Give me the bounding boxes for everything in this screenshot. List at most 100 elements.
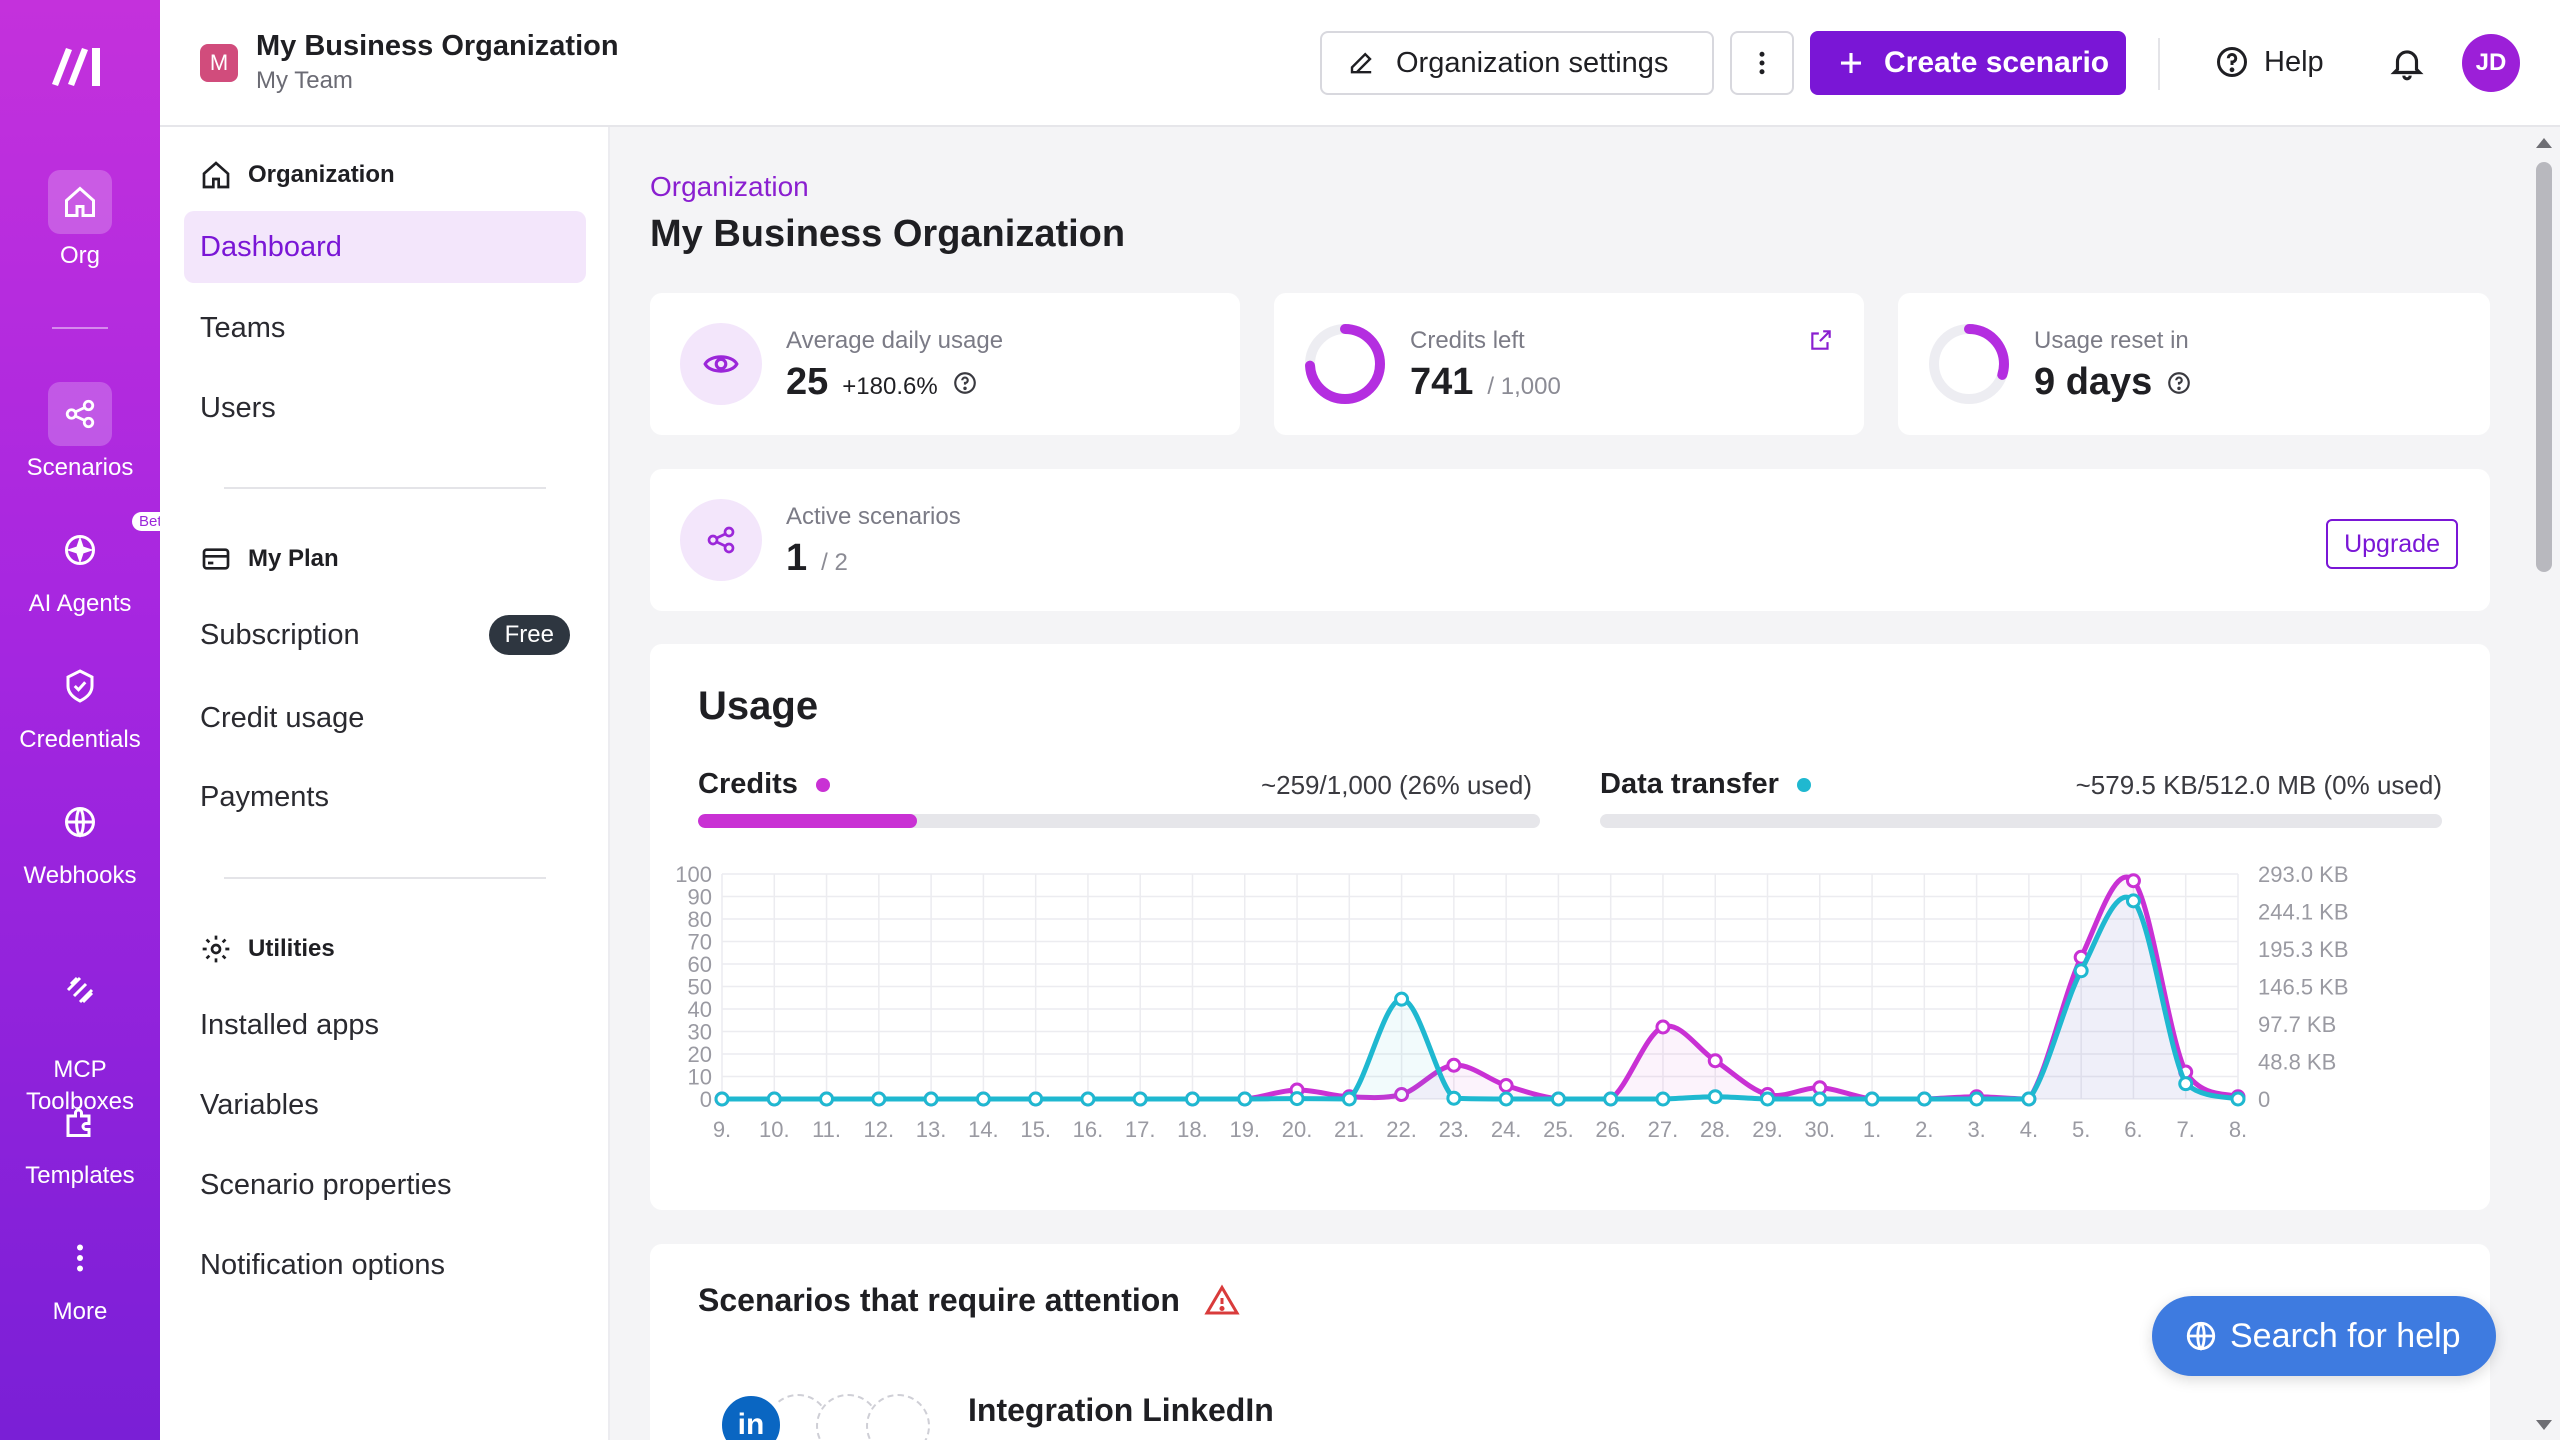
data-transfer-data-point [2021, 1091, 2037, 1107]
share-icon [48, 382, 112, 446]
section-title: My Plan [248, 545, 339, 572]
data-transfer-data-point [2125, 893, 2141, 909]
rail-item-scenarios[interactable]: Scenarios [0, 382, 160, 482]
organization-settings-button[interactable]: Organization settings [1320, 31, 1714, 95]
sparkle-icon: Beta [48, 512, 177, 582]
scrollbar-thumb[interactable] [2536, 162, 2552, 572]
left-axis-tick-label: 70 [688, 930, 712, 955]
scroll-down-arrow[interactable] [2536, 1420, 2552, 1430]
help-button[interactable]: Help [2214, 44, 2324, 80]
data-transfer-series-area [722, 897, 2238, 1099]
credits-data-point [2125, 873, 2141, 889]
data-transfer-data-point [1237, 1091, 1253, 1107]
left-axis-tick-label: 20 [688, 1042, 712, 1067]
x-axis-tick-label: 28. [1700, 1117, 1731, 1142]
left-axis-tick-label: 50 [688, 975, 712, 1000]
sidebar-item-teams[interactable]: Teams [200, 311, 286, 344]
mcp-icon [48, 958, 112, 1022]
left-axis-tick-label: 0 [700, 1087, 712, 1112]
x-axis-tick-label: 19. [1229, 1117, 1260, 1142]
notifications-button[interactable] [2388, 44, 2426, 87]
sidebar-item-installed-apps[interactable]: Installed apps [200, 1008, 379, 1041]
x-axis-tick-label: 9. [713, 1117, 731, 1142]
rail-label: Templates [25, 1162, 135, 1189]
data-transfer-data-point [1080, 1091, 1096, 1107]
sidebar-item-variables[interactable]: Variables [200, 1088, 319, 1121]
upgrade-button[interactable]: Upgrade [2326, 519, 2458, 569]
credits-ring [1305, 324, 1385, 404]
sidebar-item-dashboard[interactable]: Dashboard [184, 211, 586, 283]
credits-left-value: 741 [1410, 361, 1474, 403]
rail-item-ai-agents[interactable]: Beta AI Agents [0, 512, 177, 618]
main-rail: Org Scenarios Beta AI Agents Credentials… [0, 0, 177, 1440]
org-name[interactable]: My Business Organization [256, 30, 619, 62]
data-transfer-data-point [1028, 1091, 1044, 1107]
org-avatar[interactable]: M [200, 44, 238, 82]
rail-item-templates[interactable]: Templates [0, 1090, 160, 1190]
data-transfer-data-point [2073, 963, 2089, 979]
sidebar-item-credit-usage[interactable]: Credit usage [200, 701, 365, 734]
placeholder-module [866, 1394, 930, 1440]
breadcrumb[interactable]: Organization [650, 171, 809, 202]
rail-label: Org [59, 242, 100, 269]
home-icon [202, 161, 230, 189]
avg-usage-change: +180.6% [842, 373, 938, 400]
right-axis-tick-label: 146.5 KB [2258, 975, 2349, 1000]
active-scenarios-card: Active scenarios 1 / 2 Upgrade [650, 469, 2490, 611]
help-circle-icon [2217, 47, 2247, 77]
average-daily-usage-card: Average daily usage 25 +180.6% [650, 293, 1240, 435]
sidebar-item-scenario-properties[interactable]: Scenario properties [200, 1168, 452, 1201]
sidebar-divider [224, 487, 546, 489]
eye-icon [680, 323, 762, 405]
sidebar-item-payments[interactable]: Payments [200, 780, 329, 813]
data-transfer-data-point [1707, 1089, 1723, 1105]
rail-item-more[interactable]: More [0, 1226, 160, 1326]
x-axis-tick-label: 16. [1073, 1117, 1104, 1142]
share-icon [680, 499, 762, 581]
team-name[interactable]: My Team [256, 67, 353, 94]
data-transfer-data-point [1655, 1091, 1671, 1107]
rail-divider [52, 327, 108, 329]
create-scenario-button[interactable]: Create scenario [1810, 31, 2126, 95]
x-axis-tick-label: 18. [1177, 1117, 1208, 1142]
search-help-label: Search for help [2230, 1316, 2461, 1355]
data-transfer-data-point [1341, 1091, 1357, 1107]
globe-icon [2186, 1321, 2216, 1351]
rail-item-org[interactable]: Org [0, 170, 160, 270]
rail-item-webhooks[interactable]: Webhooks [0, 790, 160, 890]
left-axis-tick-label: 80 [688, 907, 712, 932]
usage-title: Usage [698, 684, 819, 728]
user-avatar[interactable]: JD [2462, 34, 2520, 92]
credits-dot [815, 777, 830, 792]
active-scenarios-total: / 2 [821, 549, 848, 576]
search-for-help-button[interactable]: Search for help [2152, 1296, 2496, 1376]
gear-icon [202, 935, 230, 963]
sidebar-item-users[interactable]: Users [200, 391, 276, 424]
section-organization: Organization [200, 159, 395, 191]
credits-data-point [1498, 1078, 1514, 1093]
right-axis-tick-label: 293.0 KB [2258, 864, 2349, 887]
data-transfer-data-point [1446, 1090, 1462, 1106]
more-options-button[interactable] [1730, 31, 1794, 95]
create-label: Create scenario [1884, 46, 2110, 79]
x-axis-tick-label: 20. [1282, 1117, 1313, 1142]
sidebar-item-notification-options[interactable]: Notification options [200, 1248, 446, 1281]
scroll-up-arrow[interactable] [2536, 138, 2552, 148]
stat-value: 1 / 2 [786, 537, 848, 580]
scenario-name[interactable]: Integration LinkedIn [968, 1392, 1274, 1428]
right-axis-tick-label: 195.3 KB [2258, 937, 2349, 962]
stat-label: Average daily usage [786, 327, 1004, 354]
info-icon[interactable] [2166, 370, 2192, 396]
rail-item-credentials[interactable]: Credentials [0, 654, 160, 754]
external-link-icon[interactable] [1808, 327, 1834, 353]
x-axis-tick-label: 5. [2072, 1117, 2090, 1142]
x-axis-tick-label: 24. [1491, 1117, 1522, 1142]
credits-meter-label: Credits [698, 768, 830, 801]
make-logo[interactable] [48, 40, 112, 90]
sidebar-item-subscription[interactable]: Subscription Free [184, 599, 586, 671]
x-axis-tick-label: 26. [1595, 1117, 1626, 1142]
info-icon[interactable] [952, 370, 978, 396]
transfer-dot [1796, 777, 1811, 792]
data-transfer-data-point [1916, 1091, 1932, 1107]
data-transfer-data-point [1760, 1091, 1776, 1107]
